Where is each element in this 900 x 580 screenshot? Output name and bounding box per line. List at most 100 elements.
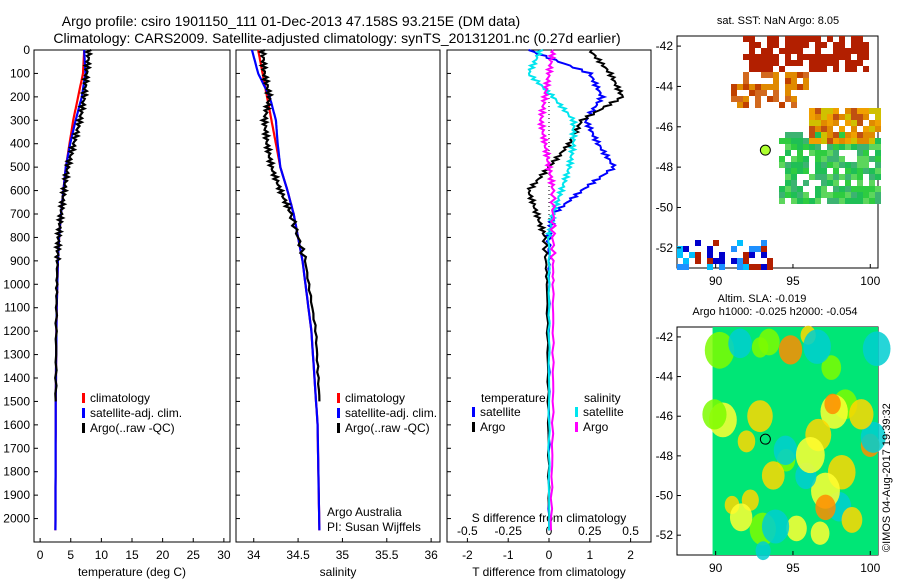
sst-cell <box>875 186 881 192</box>
sst-cell <box>809 138 815 144</box>
sst-cell <box>773 84 779 90</box>
sst-cell <box>851 174 857 180</box>
sst-cell <box>827 144 833 150</box>
sst-cell <box>839 48 845 54</box>
x-tick-label: 36 <box>424 548 438 562</box>
sst-cell <box>827 54 833 60</box>
sst-cell <box>677 252 683 258</box>
sst-cell <box>839 144 845 150</box>
sst-cell <box>785 90 791 96</box>
legend-header-temperature: temperature <box>481 391 546 405</box>
sst-cell <box>863 42 869 48</box>
sst-cell <box>821 138 827 144</box>
sst-cell <box>779 186 785 192</box>
sst-cell <box>815 120 821 126</box>
sst-cell <box>815 42 821 48</box>
sst-cell <box>857 168 863 174</box>
sst-cell <box>851 198 857 204</box>
sst-cell <box>785 48 791 54</box>
sst-cell <box>761 84 767 90</box>
x2-tick-label: 0.25 <box>578 524 602 538</box>
sst-cell <box>677 246 683 252</box>
legend-swatch <box>575 422 578 432</box>
sst-cell <box>797 132 803 138</box>
sst-cell <box>803 42 809 48</box>
sst-cell <box>863 108 869 114</box>
sst-cell <box>875 156 881 162</box>
sst-cell <box>857 114 863 120</box>
sst-cell <box>803 192 809 198</box>
temperature-panel-xlabel: temperature (deg C) <box>78 565 186 579</box>
x-tick-label: 90 <box>709 274 723 288</box>
sst-cell <box>737 96 743 102</box>
sst-cell <box>773 36 779 42</box>
sst-cell <box>809 36 815 42</box>
sst-cell <box>755 60 761 66</box>
sst-cell <box>803 36 809 42</box>
sst-cell <box>863 54 869 60</box>
sst-cell <box>767 42 773 48</box>
sst-cell <box>749 48 755 54</box>
y-tick-label: -44 <box>656 370 674 384</box>
sst-cell <box>833 42 839 48</box>
sla-blob <box>841 506 863 533</box>
sst-cell <box>791 168 797 174</box>
sst-cell <box>719 264 725 270</box>
x-tick-label: 34.5 <box>286 548 310 562</box>
sst-cell <box>875 144 881 150</box>
sst-cell <box>845 54 851 60</box>
sst-cell <box>827 114 833 120</box>
legend-swatch <box>337 393 340 403</box>
sst-cell <box>869 198 875 204</box>
sst-cell <box>785 84 791 90</box>
sst-cell <box>833 138 839 144</box>
sla-blob <box>737 430 756 453</box>
sst-cell <box>857 138 863 144</box>
sla-blob <box>773 435 798 466</box>
sst-cell <box>815 186 821 192</box>
sst-cell <box>749 252 755 258</box>
sst-cell <box>791 186 797 192</box>
sst-cell <box>815 150 821 156</box>
sst-cell <box>845 144 851 150</box>
sst-cell <box>827 150 833 156</box>
sst-cell <box>713 258 719 264</box>
sst-cell <box>785 96 791 102</box>
sst-cell <box>857 180 863 186</box>
x-tick-label: 100 <box>860 274 880 288</box>
sst-cell <box>707 246 713 252</box>
sst-cell <box>863 126 869 132</box>
argo-institution: Argo Australia <box>327 505 402 519</box>
sst-cell <box>809 114 815 120</box>
sst-cell <box>863 138 869 144</box>
sst-cell <box>755 246 761 252</box>
sst-cell <box>755 54 761 60</box>
sst-cell <box>857 42 863 48</box>
sst-cell <box>833 198 839 204</box>
sst-cell <box>833 108 839 114</box>
sst-cell <box>851 186 857 192</box>
y-tick-label: -48 <box>656 160 674 174</box>
sst-cell <box>707 264 713 270</box>
sst-cell <box>857 48 863 54</box>
sst-cell <box>761 240 767 246</box>
sst-cell <box>743 96 749 102</box>
y-tick-label: 800 <box>10 230 30 244</box>
sst-cell <box>773 78 779 84</box>
legend-label: Argo(..raw -QC) <box>90 421 175 435</box>
sst-cell <box>803 156 809 162</box>
sst-cell <box>839 192 845 198</box>
sla-blob <box>821 355 842 380</box>
sst-cell <box>833 162 839 168</box>
sst-cell <box>827 192 833 198</box>
sst-cell <box>731 90 737 96</box>
sst-cell <box>797 138 803 144</box>
sst-cell <box>839 54 845 60</box>
sst-cell <box>821 132 827 138</box>
sst-cell <box>869 180 875 186</box>
x-tick-label: -2 <box>462 548 473 562</box>
sst-cell <box>869 126 875 132</box>
sst-cell <box>833 156 839 162</box>
sst-cell <box>851 60 857 66</box>
sla-blob <box>862 331 891 367</box>
